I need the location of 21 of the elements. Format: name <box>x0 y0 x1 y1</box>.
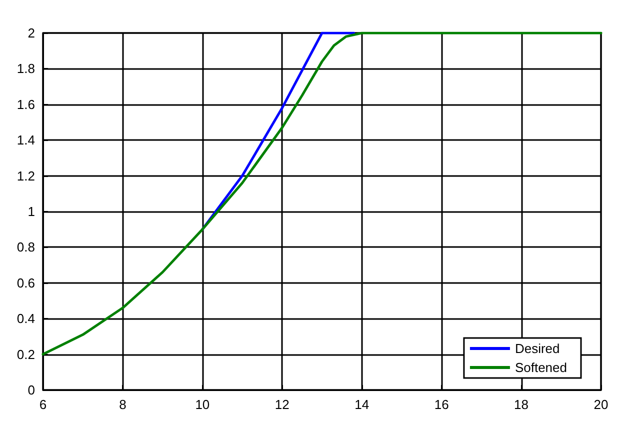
x-tick-label: 20 <box>594 397 608 412</box>
y-tick-label: 0.2 <box>16 346 35 362</box>
legend-label: Desired <box>514 341 560 356</box>
y-tick-label: 2 <box>28 26 35 40</box>
x-tick-label: 12 <box>274 397 290 412</box>
y-tick-label: 0.4 <box>16 311 35 326</box>
x-tick-label: 14 <box>354 397 370 412</box>
x-tick-label: 16 <box>434 397 449 412</box>
y-tick-label: 0.8 <box>16 240 35 255</box>
x-tick-label: 8 <box>119 397 126 412</box>
y-tick-label: 1 <box>28 204 35 219</box>
y-tick-label: 1.8 <box>16 61 35 76</box>
x-tick-label: 10 <box>195 397 210 412</box>
y-tick-label: 1.6 <box>16 96 35 112</box>
y-tick-label: 0.6 <box>16 275 35 290</box>
y-tick-label: 0 <box>28 382 35 398</box>
y-tick-label: 1.4 <box>16 132 35 148</box>
x-tick-label: 18 <box>514 397 529 412</box>
y-tick-label: 1.2 <box>16 168 35 184</box>
legend-label: Softened <box>514 360 567 375</box>
x-tick-label: 6 <box>39 397 47 412</box>
